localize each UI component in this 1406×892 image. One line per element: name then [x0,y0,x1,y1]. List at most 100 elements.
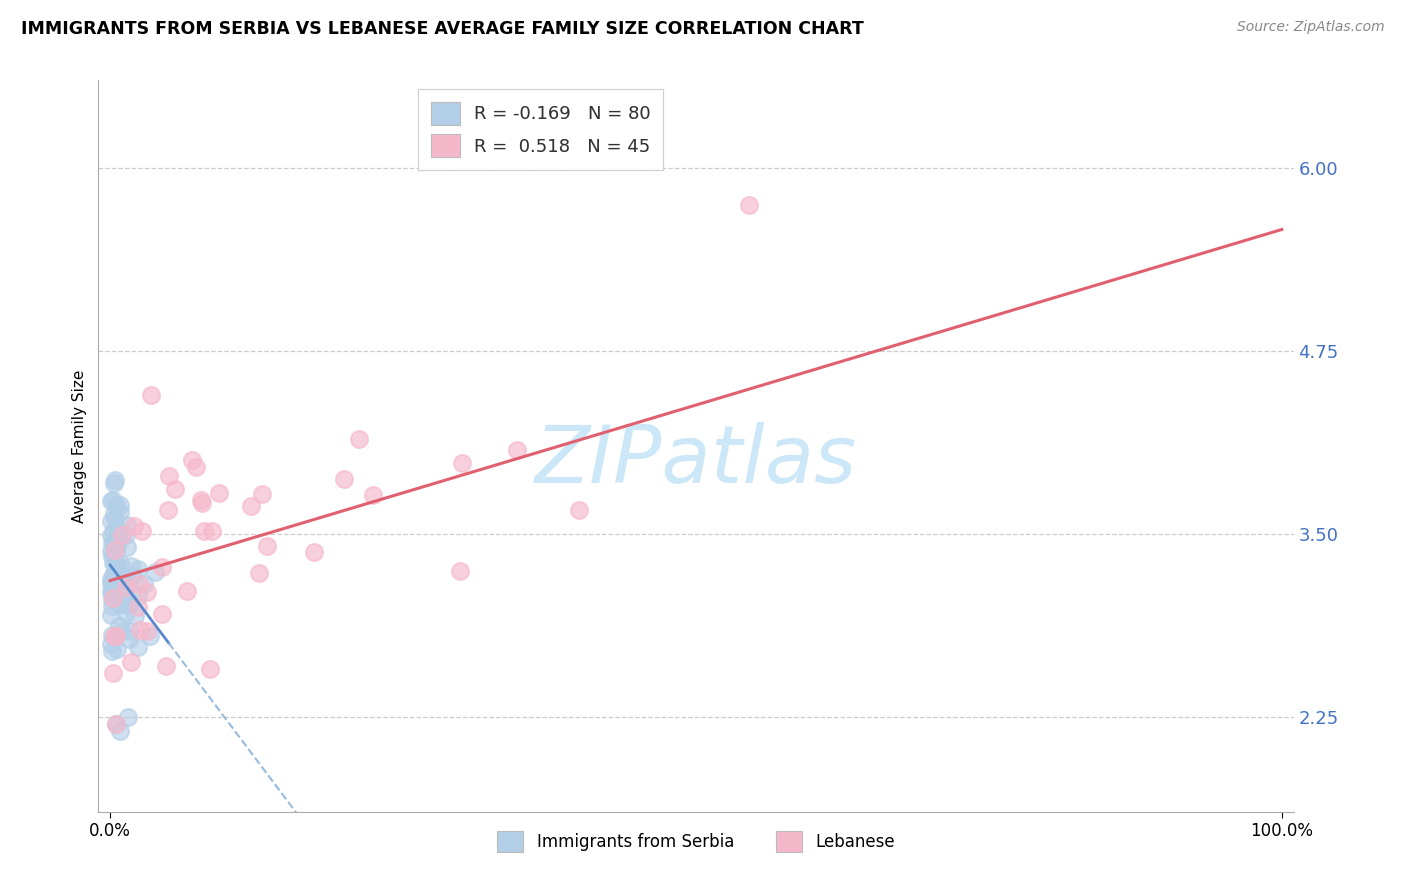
Point [127,562,149,576]
Point [105,566,128,581]
Point [150,607,173,621]
Point [105,498,128,512]
Point [156,502,179,516]
Point [112,588,135,602]
Point [256,539,278,553]
Point [101,644,124,658]
Point [117,709,139,723]
Point [157,469,180,483]
Point [103,629,125,643]
Point [129,623,152,637]
Point [201,524,224,538]
Text: ZIPatlas: ZIPatlas [534,422,858,500]
Point [108,498,131,512]
Point [120,655,142,669]
Point [111,624,134,638]
Point [117,598,139,612]
Point [107,583,129,598]
Point [103,507,125,521]
Point [176,584,198,599]
Point [101,591,124,605]
Point [155,658,177,673]
Point [100,572,122,586]
Point [127,589,149,603]
Point [104,539,127,553]
Point [132,576,155,591]
Text: Source: ZipAtlas.com: Source: ZipAtlas.com [1237,20,1385,34]
Point [115,540,138,554]
Point [105,558,128,573]
Point [193,524,215,538]
Point [118,624,141,638]
Point [104,542,127,557]
Point [104,543,127,558]
Point [135,584,157,599]
Point [104,512,127,526]
Point [347,432,370,446]
Point [114,528,136,542]
Point [200,662,222,676]
Point [115,598,138,612]
Point [568,503,591,517]
Point [112,573,135,587]
Point [105,717,128,731]
Point [115,518,138,533]
Point [101,592,124,607]
Point [104,629,127,643]
Point [111,528,134,542]
Point [101,666,124,681]
Point [143,566,166,580]
Point [122,518,145,533]
Point [104,540,127,554]
Point [100,638,122,652]
Point [108,619,131,633]
Point [361,488,384,502]
Point [333,472,356,486]
Point [103,475,125,490]
Point [103,545,125,559]
Point [100,628,122,642]
Point [115,574,138,589]
Point [450,456,472,470]
Point [100,549,122,563]
Point [163,482,186,496]
Point [250,487,273,501]
Point [184,460,207,475]
Point [124,609,146,624]
Point [112,593,135,607]
Point [103,533,125,548]
Point [105,561,128,575]
Point [101,556,124,570]
Point [104,474,127,488]
Point [100,585,122,599]
Text: IMMIGRANTS FROM SERBIA VS LEBANESE AVERAGE FAMILY SIZE CORRELATION CHART: IMMIGRANTS FROM SERBIA VS LEBANESE AVERA… [21,20,863,37]
Point [107,527,129,541]
Point [118,632,141,646]
Point [101,579,124,593]
Point [180,453,202,467]
Point [208,486,231,500]
Point [107,597,129,611]
Point [101,567,124,582]
Point [105,578,128,592]
Point [100,536,122,550]
Point [105,522,128,536]
Point [190,492,212,507]
Point [101,586,124,600]
Point [150,560,173,574]
Point [100,608,122,623]
Point [105,543,128,558]
Point [108,556,131,570]
Point [105,717,128,731]
Point [101,579,124,593]
Point [239,500,262,514]
Point [100,515,122,529]
Point [738,197,761,211]
Point [101,525,124,540]
Point [104,566,127,581]
Point [100,528,122,542]
Point [506,443,529,458]
Point [131,524,153,539]
Point [127,640,149,654]
Point [141,388,163,402]
